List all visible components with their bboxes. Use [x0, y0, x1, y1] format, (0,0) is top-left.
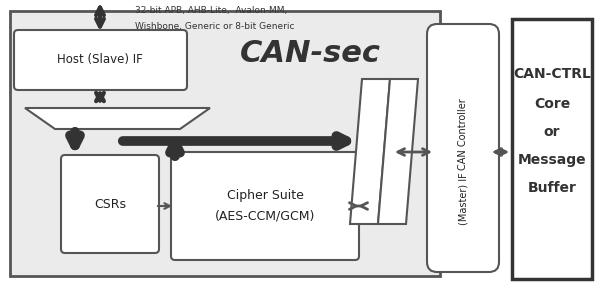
- Text: CAN Controller: CAN Controller: [458, 98, 468, 170]
- FancyBboxPatch shape: [14, 30, 187, 90]
- FancyBboxPatch shape: [171, 152, 359, 260]
- Text: CAN-CTRL: CAN-CTRL: [513, 67, 591, 81]
- Text: (Master) IF: (Master) IF: [458, 173, 468, 225]
- Text: Cipher Suite: Cipher Suite: [227, 189, 304, 202]
- Text: CAN-sec: CAN-sec: [239, 40, 380, 68]
- FancyBboxPatch shape: [61, 155, 159, 253]
- Text: (AES-CCM/GCM): (AES-CCM/GCM): [215, 209, 315, 223]
- Text: CSRs: CSRs: [94, 198, 126, 210]
- Text: Core: Core: [534, 97, 570, 111]
- FancyBboxPatch shape: [10, 11, 440, 276]
- FancyBboxPatch shape: [427, 24, 499, 272]
- Text: 32-bit APB, AHB-Lite,  Avalon-MM,: 32-bit APB, AHB-Lite, Avalon-MM,: [135, 6, 287, 16]
- Text: or: or: [544, 125, 560, 139]
- Text: Message: Message: [518, 153, 586, 167]
- FancyBboxPatch shape: [512, 19, 592, 279]
- Text: Buffer: Buffer: [527, 181, 577, 195]
- Text: Wishbone, Generic or 8-bit Generic: Wishbone, Generic or 8-bit Generic: [135, 22, 295, 30]
- Polygon shape: [350, 79, 390, 224]
- Text: Host (Slave) IF: Host (Slave) IF: [57, 54, 143, 67]
- Polygon shape: [378, 79, 418, 224]
- Polygon shape: [25, 108, 210, 129]
